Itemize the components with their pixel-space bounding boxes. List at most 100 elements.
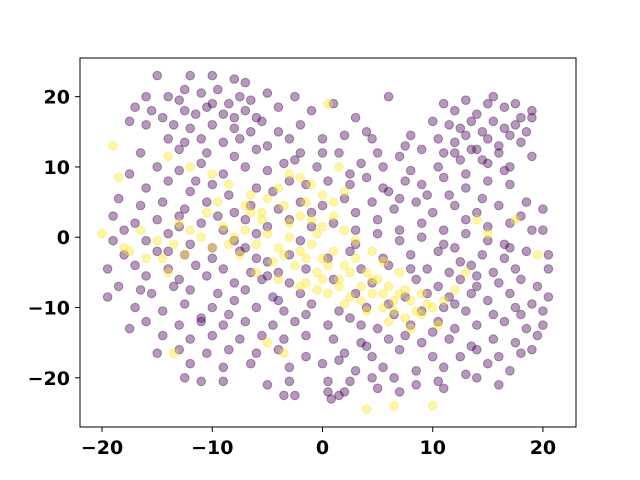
scatter-point-class-0 xyxy=(427,351,438,362)
scatter-point-class-0 xyxy=(383,334,394,344)
scatter-point-class-0 xyxy=(538,225,548,235)
scatter-point-class-0 xyxy=(174,221,184,232)
scatter-point-class-0 xyxy=(317,148,328,158)
scatter-point-class-0 xyxy=(444,190,455,200)
scatter-point-class-1 xyxy=(356,281,366,292)
scatter-point-class-0 xyxy=(466,341,477,352)
scatter-point-class-0 xyxy=(345,179,355,190)
scatter-point-class-1 xyxy=(483,228,493,239)
scatter-point-class-0 xyxy=(521,197,532,207)
scatter-point-class-0 xyxy=(543,264,554,274)
scatter-point-class-0 xyxy=(262,221,273,232)
scatter-point-class-0 xyxy=(218,109,229,119)
scatter-point-class-1 xyxy=(235,250,245,260)
scatter-point-class-0 xyxy=(157,197,168,207)
scatter-point-class-0 xyxy=(367,351,377,362)
scatter-point-class-0 xyxy=(257,330,267,341)
scatter-point-class-0 xyxy=(174,95,184,105)
scatter-point-class-0 xyxy=(108,211,118,221)
scatter-point-class-0 xyxy=(350,366,361,376)
scatter-point-class-1 xyxy=(472,214,482,225)
x-axis: −20 −10 0 10 20 xyxy=(81,427,556,459)
scatter-point-class-0 xyxy=(174,344,184,355)
scatter-point-class-1 xyxy=(334,162,344,172)
scatter-point-class-1 xyxy=(532,250,543,260)
scatter-point-class-0 xyxy=(356,158,366,169)
scatter-point-class-0 xyxy=(196,158,206,169)
scatter-point-class-0 xyxy=(196,313,206,323)
scatter-point-class-0 xyxy=(284,214,295,225)
scatter-point-class-1 xyxy=(361,404,372,415)
scatter-point-class-0 xyxy=(262,380,273,390)
scatter-point-class-0 xyxy=(246,95,256,105)
scatter-point-class-0 xyxy=(532,330,543,341)
scatter-point-class-0 xyxy=(405,130,416,141)
scatter-point-class-0 xyxy=(521,246,532,257)
scatter-point-class-1 xyxy=(119,243,129,253)
scatter-point-class-0 xyxy=(372,228,383,239)
scatter-point-class-0 xyxy=(416,306,427,316)
scatter-point-class-0 xyxy=(218,264,229,274)
scatter-point-class-1 xyxy=(97,228,107,239)
scatter-point-class-1 xyxy=(141,253,151,264)
scatter-point-class-1 xyxy=(334,274,344,285)
scatter-point-class-0 xyxy=(405,320,416,330)
scatter-point-class-0 xyxy=(284,134,295,144)
scatter-point-class-0 xyxy=(284,362,295,373)
scatter-point-class-0 xyxy=(510,98,521,109)
scatter-point-class-0 xyxy=(543,292,554,302)
scatter-point-class-1 xyxy=(350,235,361,246)
scatter-point-class-0 xyxy=(179,299,190,309)
scatter-point-class-1 xyxy=(262,337,273,348)
scatter-point-class-1 xyxy=(290,260,300,271)
scatter-point-class-1 xyxy=(312,267,322,278)
y-tick-label: −10 xyxy=(28,298,70,320)
scatter-point-class-0 xyxy=(174,211,184,221)
scatter-point-class-0 xyxy=(273,127,284,137)
scatter-point-class-1 xyxy=(174,218,184,228)
scatter-point-class-0 xyxy=(466,260,477,271)
scatter-point-class-1 xyxy=(240,225,251,235)
scatter-point-class-0 xyxy=(472,320,482,330)
scatter-point-class-0 xyxy=(262,165,273,176)
scatter-point-class-1 xyxy=(461,267,471,278)
scatter-point-class-0 xyxy=(218,169,229,179)
scatter-point-class-0 xyxy=(179,373,190,383)
scatter-point-class-0 xyxy=(130,260,140,271)
scatter-point-class-0 xyxy=(240,162,251,172)
scatter-point-class-1 xyxy=(157,253,168,264)
scatter-point-class-0 xyxy=(218,376,229,387)
scatter-point-class-1 xyxy=(317,253,328,264)
scatter-point-class-0 xyxy=(488,334,499,344)
scatter-point-class-0 xyxy=(450,148,460,158)
scatter-point-class-0 xyxy=(416,144,427,155)
scatter-point-class-0 xyxy=(499,253,510,264)
scatter-point-class-1 xyxy=(394,267,405,278)
scatter-point-class-1 xyxy=(427,401,438,411)
scatter-point-class-0 xyxy=(207,330,218,341)
scatter-point-class-0 xyxy=(108,235,118,246)
scatter-point-class-0 xyxy=(455,351,466,362)
scatter-point-class-0 xyxy=(527,344,537,355)
scatter-point-class-0 xyxy=(196,218,206,228)
scatter-point-class-0 xyxy=(416,337,427,348)
scatter-point-class-1 xyxy=(422,299,433,309)
scatter-point-class-0 xyxy=(257,116,267,127)
scatter-point-class-0 xyxy=(455,123,466,134)
scatter-point-class-0 xyxy=(416,179,427,190)
scatter-point-class-0 xyxy=(273,267,284,278)
scatter-point-class-0 xyxy=(174,274,184,285)
scatter-point-class-0 xyxy=(157,112,168,123)
scatter-point-class-0 xyxy=(262,271,273,281)
scatter-point-class-0 xyxy=(185,358,195,369)
scatter-point-class-0 xyxy=(163,176,173,186)
scatter-point-class-0 xyxy=(427,327,438,337)
scatter-point-class-0 xyxy=(334,355,344,366)
scatter-point-class-0 xyxy=(394,151,405,162)
scatter-point-class-0 xyxy=(163,264,173,274)
scatter-point-class-1 xyxy=(339,186,350,197)
scatter-point-class-0 xyxy=(196,88,206,98)
scatter-point-class-0 xyxy=(389,309,399,320)
scatter-point-class-0 xyxy=(499,165,510,176)
scatter-point-class-0 xyxy=(152,348,162,359)
